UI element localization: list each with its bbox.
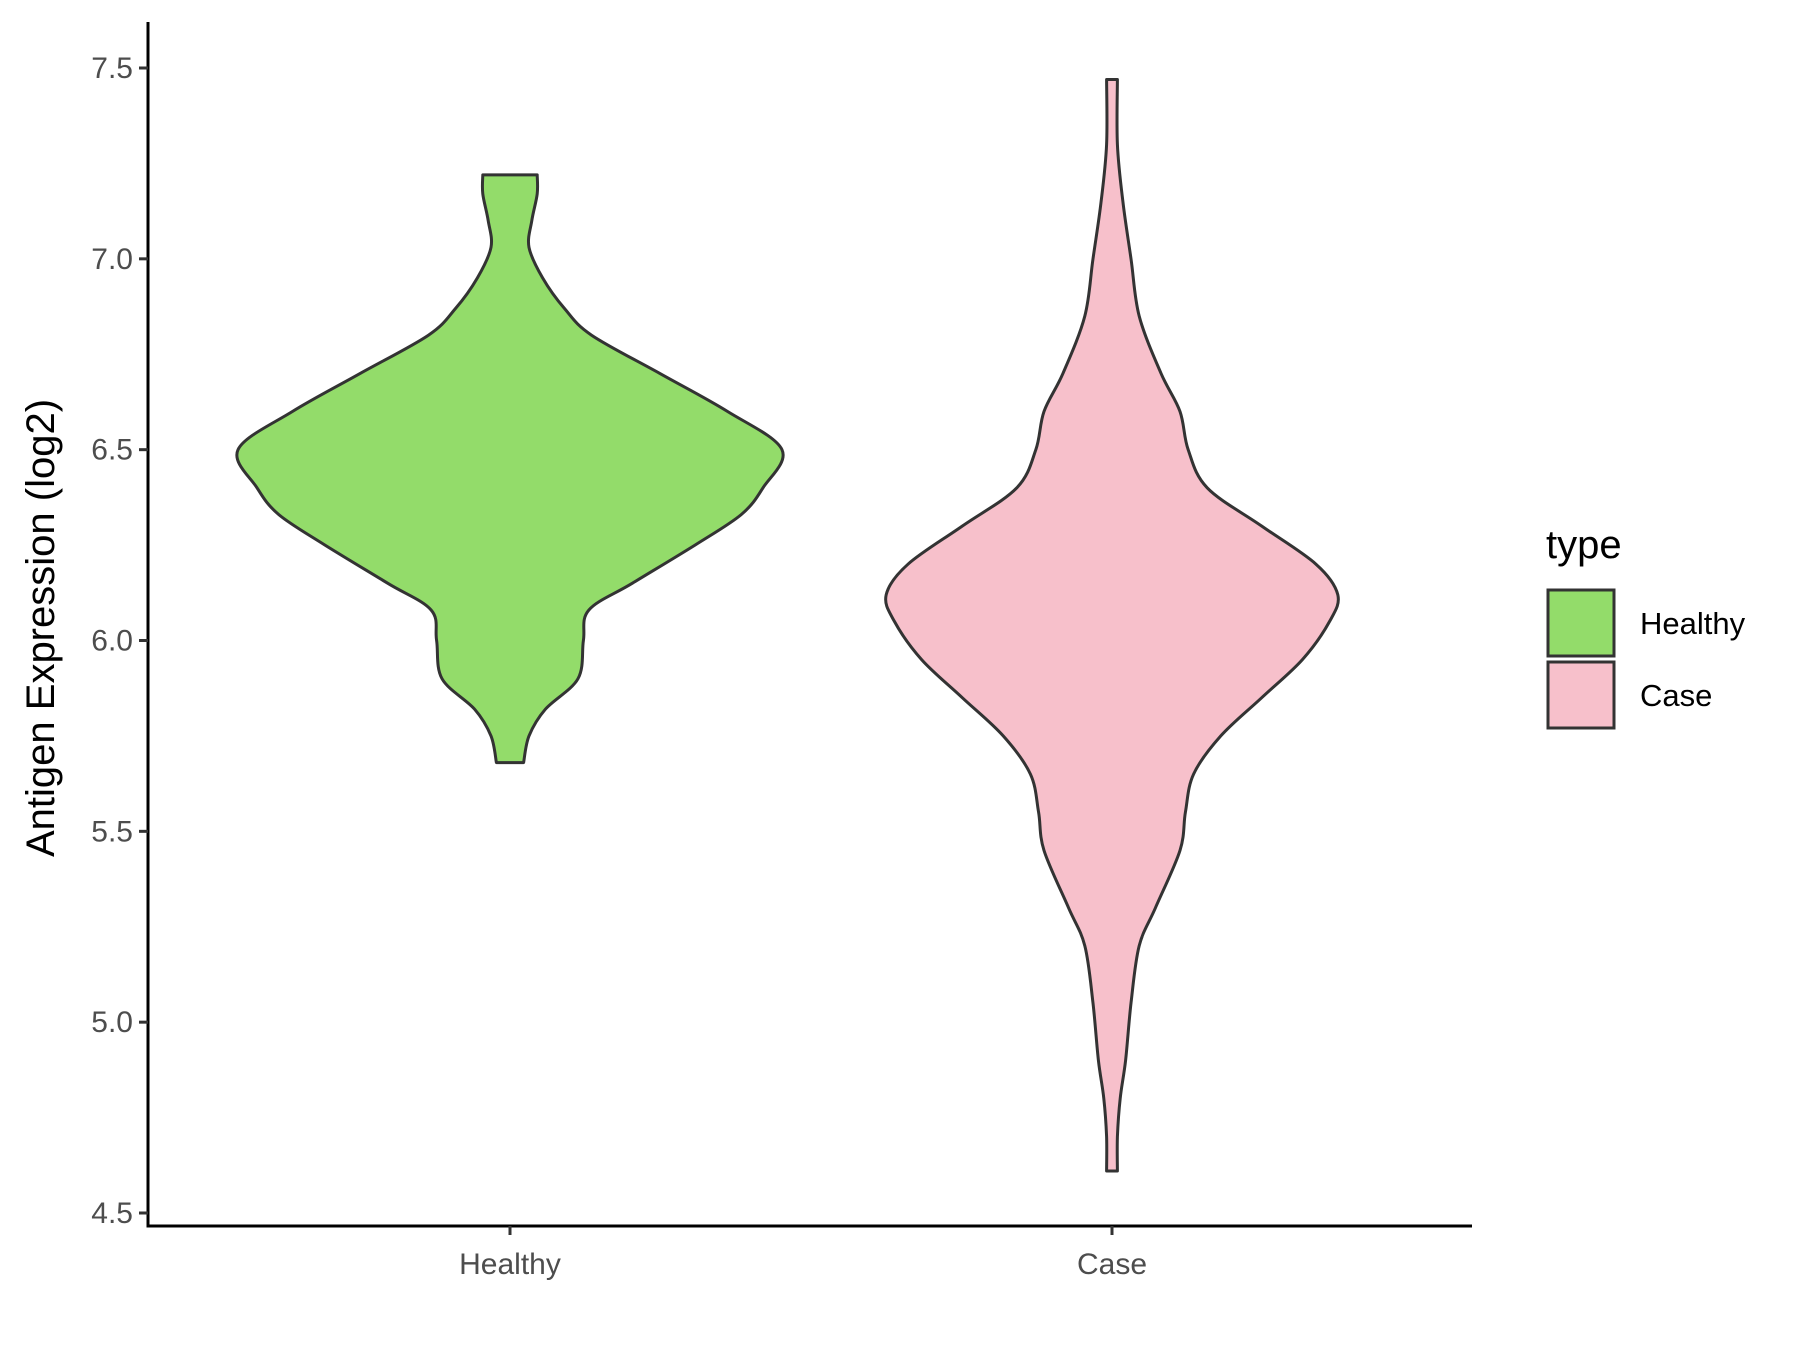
y-tick-label: 5.0 bbox=[91, 1006, 133, 1039]
x-tick-label: Healthy bbox=[459, 1248, 561, 1281]
legend-key-case bbox=[1546, 660, 1616, 730]
legend-key-healthy bbox=[1546, 588, 1616, 658]
x-tick-label: Case bbox=[1077, 1248, 1147, 1281]
violin-layer bbox=[235, 78, 1340, 1173]
y-tick-label: 5.5 bbox=[91, 815, 133, 848]
legend: type Healthy Case bbox=[1546, 523, 1746, 730]
y-tick-label: 7.5 bbox=[91, 52, 133, 85]
legend-label-healthy: Healthy bbox=[1640, 606, 1746, 641]
violin-healthy bbox=[235, 173, 785, 765]
axes-layer: 4.5 5.0 5.5 6.0 6.5 7.0 7.5 Healthy Case bbox=[91, 22, 1472, 1281]
y-tick-label: 6.0 bbox=[91, 625, 133, 658]
y-tick-label: 4.5 bbox=[91, 1197, 133, 1230]
violin-case bbox=[884, 78, 1340, 1173]
y-tick-label: 6.5 bbox=[91, 434, 133, 467]
y-axis-title: Antigen Expression (log2) bbox=[19, 399, 63, 857]
legend-title: type bbox=[1546, 523, 1622, 567]
y-tick-label: 7.0 bbox=[91, 243, 133, 276]
legend-label-case: Case bbox=[1640, 678, 1712, 713]
